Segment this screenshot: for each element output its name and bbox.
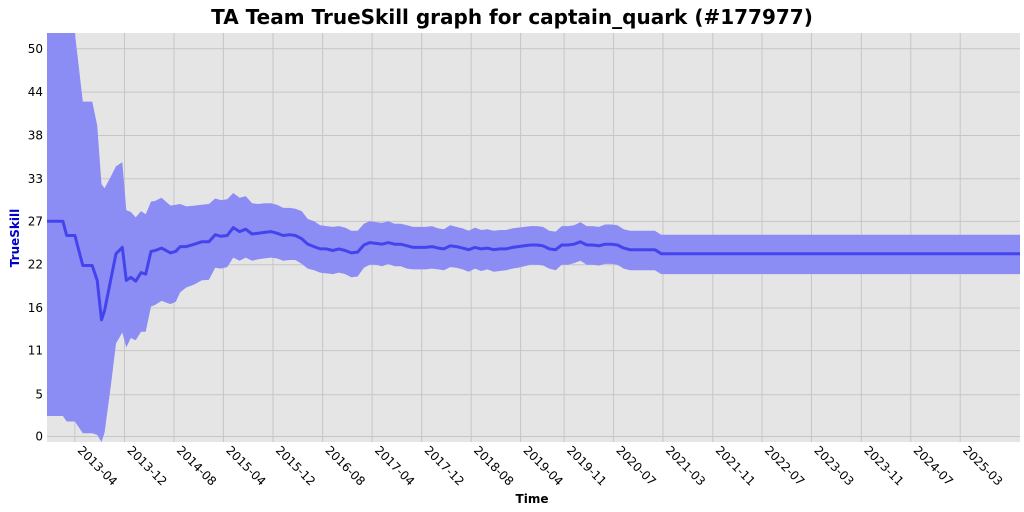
uncertainty-band xyxy=(47,33,1020,442)
x-tick-label: 2023-11 xyxy=(861,443,906,488)
x-tick-label: 2013-04 xyxy=(75,443,120,488)
y-tick-label: 22 xyxy=(28,258,43,272)
x-tick-label: 2013-12 xyxy=(124,443,169,488)
x-tick-label: 2016-08 xyxy=(323,443,368,488)
x-tick-label: 2017-04 xyxy=(372,443,417,488)
y-tick-label: 5 xyxy=(35,388,43,402)
x-tick-label: 2019-11 xyxy=(564,443,609,488)
x-tick-label: 2018-08 xyxy=(471,443,516,488)
y-tick-label: 38 xyxy=(28,128,43,142)
uncertainty-band-layer xyxy=(47,33,1020,442)
y-tick-label: 33 xyxy=(28,172,43,186)
y-tick-label: 50 xyxy=(28,42,43,56)
y-tick-label: 44 xyxy=(28,85,43,99)
mean-line-layer xyxy=(47,219,1020,322)
x-tick-label: 2019-04 xyxy=(520,443,565,488)
chart-title: TA Team TrueSkill graph for captain_quar… xyxy=(211,5,813,29)
y-tick-label: 27 xyxy=(28,214,43,228)
x-tick-label: 2015-04 xyxy=(223,443,268,488)
x-tick-label: 2021-11 xyxy=(713,443,758,488)
y-tick-label: 0 xyxy=(35,429,43,443)
y-tick-labels: 0 5 11 16 22 27 33 38 44 50 xyxy=(28,42,43,444)
y-tick-label: 16 xyxy=(28,301,43,315)
x-tick-label: 2020-07 xyxy=(613,443,658,488)
x-tick-label: 2025-03 xyxy=(960,443,1005,488)
x-tick-label: 2022-07 xyxy=(762,443,807,488)
mean-trueskill-line xyxy=(47,219,1020,322)
x-axis-label: Time xyxy=(516,492,549,506)
x-tick-label: 2023-03 xyxy=(811,443,856,488)
y-tick-label: 11 xyxy=(28,344,43,358)
x-tick-label: 2015-12 xyxy=(273,443,318,488)
x-tick-label: 2024-07 xyxy=(911,443,956,488)
y-axis-label: TrueSkill xyxy=(8,209,22,267)
x-tick-label: 2014-08 xyxy=(174,443,219,488)
x-tick-label: 2021-03 xyxy=(663,443,708,488)
x-tick-labels: 2013-04 2013-12 2014-08 2015-04 2015-12 2016-… xyxy=(75,443,1006,488)
x-tick-label: 2017-12 xyxy=(422,443,467,488)
